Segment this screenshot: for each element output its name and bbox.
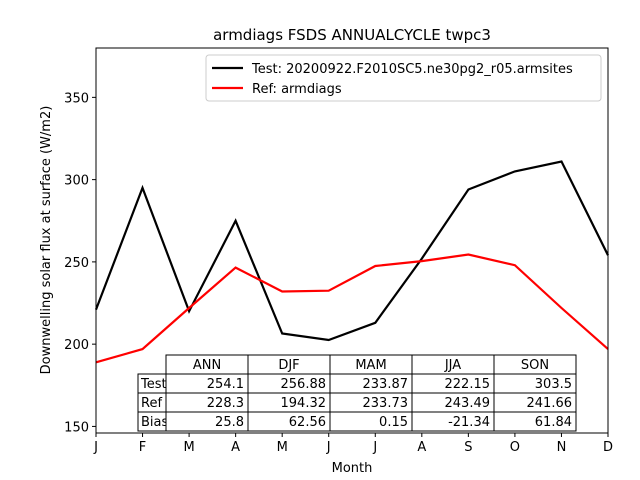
x-tick-label: D	[603, 440, 613, 455]
x-tick-label: J	[326, 440, 331, 455]
y-axis-label: Downwelling solar flux at surface (W/m2)	[39, 106, 54, 375]
stats-table: ANN DJF MAM JJA SON Test 254.1 256.88 233.87 222.…	[137, 354, 577, 432]
y-tick-label: 350	[64, 91, 89, 106]
svg-text:61.84: 61.84	[535, 415, 572, 430]
table-row-label: Ref	[137, 392, 167, 413]
x-tick-label: N	[557, 440, 567, 455]
svg-text:222.15: 222.15	[445, 377, 491, 392]
table-value-cell: 25.8	[165, 411, 249, 432]
svg-text:JJA: JJA	[444, 358, 461, 373]
table-value-cell: 222.15	[411, 373, 495, 394]
table-value-cell: 256.88	[247, 373, 331, 394]
svg-text:ANN: ANN	[193, 358, 221, 373]
legend-entry: Test: 20200922.F2010SC5.ne30pg2_r05.arms…	[251, 62, 573, 77]
svg-text:254.1: 254.1	[207, 377, 244, 392]
test-series-line	[94, 160, 609, 342]
table-value-cell: 233.87	[329, 373, 413, 394]
table-header-cell: ANN	[165, 354, 249, 375]
svg-text:194.32: 194.32	[281, 396, 327, 411]
svg-text:303.5: 303.5	[535, 377, 572, 392]
table-value-cell: 194.32	[247, 392, 331, 413]
table-value-cell: 228.3	[165, 392, 249, 413]
ref-series-line	[95, 253, 609, 364]
x-tick-label: F	[139, 440, 146, 455]
svg-text:243.49: 243.49	[445, 396, 491, 411]
table-header-cell: SON	[493, 354, 577, 375]
table-value-cell: -21.34	[411, 411, 495, 432]
y-tick-label: 150	[64, 420, 89, 435]
chart-title: armdiags FSDS ANNUALCYCLE twpc3	[213, 26, 491, 44]
svg-text:Ref: Ref	[141, 396, 162, 411]
svg-text:256.88: 256.88	[281, 377, 327, 392]
series-lines	[94, 160, 609, 364]
table-value-cell: 0.15	[329, 411, 413, 432]
x-tick-label: J	[372, 440, 377, 455]
table-header-cell: MAM	[329, 354, 413, 375]
legend-box	[205, 54, 602, 102]
svg-text:62.56: 62.56	[289, 415, 326, 430]
x-tick-label: A	[417, 440, 426, 455]
svg-text:228.3: 228.3	[207, 396, 244, 411]
x-tick-label: O	[510, 440, 520, 455]
svg-text:0.15: 0.15	[379, 415, 408, 430]
x-tick-label: J	[93, 440, 98, 455]
svg-text:DJF: DJF	[278, 358, 299, 373]
svg-text:Test: Test	[140, 377, 167, 392]
table-value-cell: 243.49	[411, 392, 495, 413]
table-value-cell: 254.1	[165, 373, 249, 394]
table-row-label: Bias	[137, 411, 168, 432]
svg-text:233.87: 233.87	[363, 377, 409, 392]
y-tick-label: 300	[64, 174, 89, 189]
y-tick-label: 250	[64, 256, 89, 271]
x-tick-label: M	[183, 440, 194, 455]
table-header-cell: DJF	[247, 354, 331, 375]
x-tick-label: A	[231, 440, 240, 455]
svg-text:25.8: 25.8	[215, 415, 244, 430]
legend-entry: Ref: armdiags	[252, 82, 342, 97]
table-row-label: Test	[137, 373, 167, 394]
x-axis-label: Month	[332, 461, 373, 476]
y-tick-label: 200	[64, 338, 89, 353]
table-value-cell: 233.73	[329, 392, 413, 413]
table-value-cell: 241.66	[493, 392, 577, 413]
svg-text:Bias: Bias	[141, 415, 168, 430]
svg-text:233.73: 233.73	[363, 396, 409, 411]
table-value-cell: 61.84	[493, 411, 577, 432]
svg-text:241.66: 241.66	[527, 396, 573, 411]
x-tick-label: M	[277, 440, 288, 455]
table-value-cell: 62.56	[247, 411, 331, 432]
plot-frame	[95, 47, 609, 434]
table-value-cell: 303.5	[493, 373, 577, 394]
svg-text:-21.34: -21.34	[448, 415, 490, 430]
x-tick-label: S	[464, 440, 472, 455]
svg-text:MAM: MAM	[355, 358, 386, 373]
table-header-cell: JJA	[411, 354, 495, 375]
legend: Test: 20200922.F2010SC5.ne30pg2_r05.arms…	[205, 54, 602, 102]
svg-text:SON: SON	[521, 358, 549, 373]
